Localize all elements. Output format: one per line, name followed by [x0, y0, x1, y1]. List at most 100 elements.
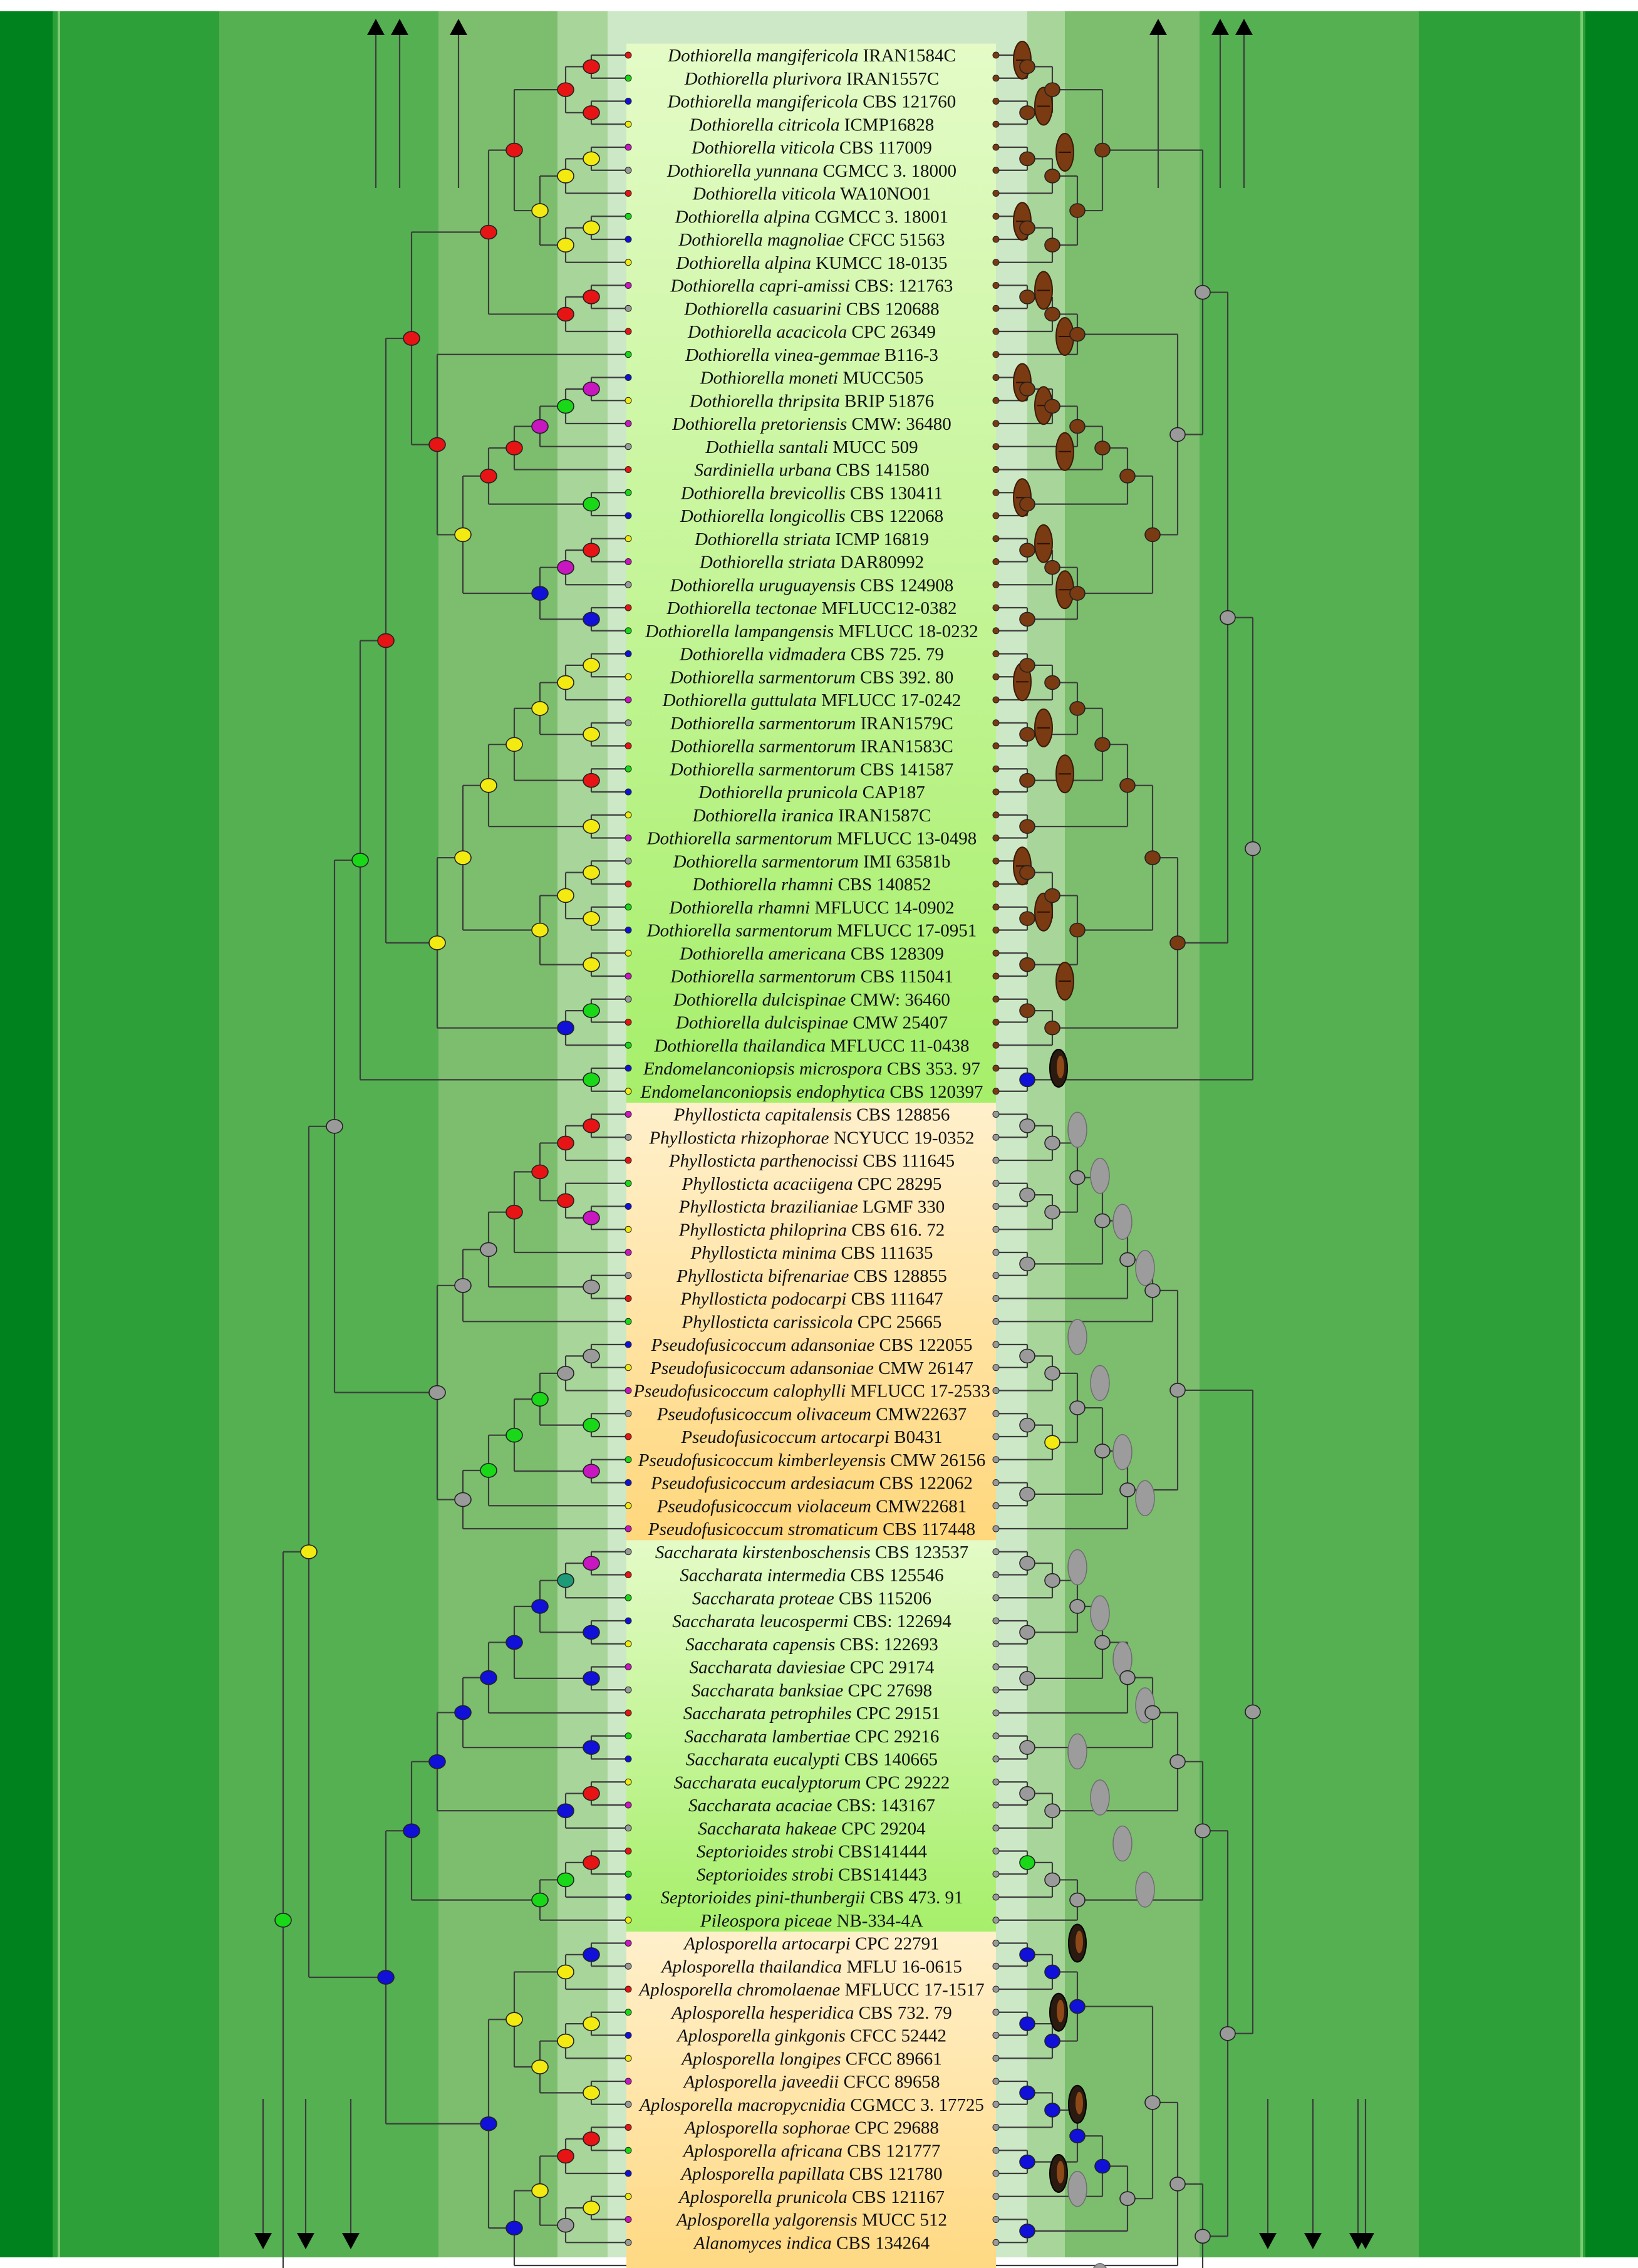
strain-id: DAR80992	[836, 553, 924, 573]
grey-conidium-icon	[1090, 1779, 1110, 1816]
right-node-R73	[1044, 1803, 1060, 1818]
left-node-L32	[583, 819, 600, 834]
taxon-label: Phyllosticta brazilianiae LGMF 330	[678, 1197, 945, 1217]
left-node-L2	[583, 105, 600, 120]
taxon-name: Dothiorella striata	[694, 529, 831, 549]
taxon-label: Dothiorella sarmentorum CBS 115041	[670, 967, 953, 987]
taxon-name: Dothiorella mangifericola	[667, 46, 858, 66]
taxon-name: Dothiorella americana	[679, 944, 846, 964]
left-node-L20	[557, 559, 574, 575]
right-node-R96	[1245, 841, 1261, 856]
left-node-L49	[557, 1193, 574, 1209]
strain-id: CBS 115041	[856, 967, 953, 987]
tip-marker-left	[625, 120, 632, 128]
arrow-down-icon	[1259, 2233, 1277, 2249]
taxon-label: Pseudofusicoccum adansoniae CBS 122055	[650, 1335, 972, 1355]
tip-marker-left	[625, 1272, 632, 1279]
taxon-label: Dothiorella dulcispinae CMW 25407	[675, 1013, 948, 1033]
right-node-R95	[1245, 1704, 1261, 1720]
left-node-L36	[557, 888, 574, 903]
tip-marker-left	[625, 259, 632, 266]
taxon-name: Dothiorella sarmentorum	[670, 737, 856, 757]
tip-marker-right	[992, 972, 1000, 980]
left-node-L85	[583, 2085, 600, 2101]
tip-marker-right	[992, 2078, 1000, 2085]
right-node-R9	[1094, 142, 1111, 158]
taxon-name: Dothiorella prunicola	[698, 783, 858, 803]
taxon-name: Phyllosticta carissicola	[682, 1312, 853, 1332]
tip-marker-left	[625, 857, 632, 865]
tip-marker-left	[625, 1088, 632, 1095]
arrow-down-icon	[254, 2233, 272, 2249]
right-node-R57	[1044, 1435, 1060, 1450]
strain-id: CMW22681	[871, 1496, 967, 1516]
right-node-R45	[1019, 1118, 1035, 1133]
tip-marker-left	[625, 512, 632, 519]
taxon-name: Pseudofusicoccum artocarpi	[680, 1427, 889, 1447]
tip-marker-right	[992, 1756, 1000, 1762]
taxon-label: Phyllosticta acaciigena CPC 28295	[682, 1174, 942, 1194]
taxon-name: Dothiorella sarmentorum	[673, 851, 859, 871]
strain-id: CBS 125546	[846, 1566, 943, 1586]
taxon-label: Phyllosticta philoprina CBS 616. 72	[678, 1220, 945, 1240]
tip-marker-right	[992, 120, 1000, 128]
tip-marker-left	[625, 1801, 632, 1809]
right-node-R14	[1044, 398, 1060, 414]
taxon-name: Saccharata daviesiae	[690, 1658, 846, 1678]
tip-marker-left	[625, 1870, 632, 1878]
grey-conidium-icon	[1112, 1825, 1133, 1862]
taxon-label: Dothiorella thailandica MFLUCC 11-0438	[654, 1036, 970, 1056]
taxon-labels: Dothiorella mangifericola IRAN1584CDothi…	[633, 46, 990, 2253]
strain-id: CBS 128855	[849, 1266, 946, 1286]
taxon-name: Dothiorella longicollis	[680, 506, 846, 526]
tip-marker-right	[992, 1203, 1000, 1210]
tip-marker-left	[625, 420, 632, 427]
right-node-R68	[1094, 1635, 1111, 1650]
genus-blocks	[626, 43, 996, 2268]
taxon-name: Saccharata kirstenboschensis	[655, 1542, 871, 1563]
taxon-label: Endomelanconiopsis endophytica CBS 12039…	[640, 1082, 983, 1102]
right-node-R52	[1119, 1252, 1136, 1267]
left-node-L79	[531, 1892, 549, 1908]
tip-marker-left	[625, 1364, 632, 1371]
strain-id: CMW: 36480	[847, 414, 951, 434]
taxon-name: Dothiorella sarmentorum	[670, 967, 856, 987]
strain-id: ICMP16828	[840, 115, 935, 135]
left-node-L33	[480, 778, 497, 793]
left-node-L22	[531, 586, 549, 601]
left-node-L75	[557, 1803, 574, 1818]
taxon-label: Dothiorella alpina CGMCC 3. 18001	[675, 207, 948, 227]
strain-id: ICMP 16819	[831, 529, 929, 549]
tip-marker-left	[625, 304, 632, 312]
tip-marker-right	[992, 719, 1000, 727]
taxon-label: Saccharata eucalypti CBS 140665	[686, 1750, 938, 1770]
taxon-name: Phyllosticta podocarpi	[680, 1289, 846, 1309]
taxon-label: Aplosporella javeedii CFCC 89658	[683, 2072, 940, 2092]
right-node-R6	[1019, 220, 1035, 236]
strain-id: CPC 29222	[861, 1772, 950, 1792]
tip-marker-right	[992, 212, 1000, 220]
right-node-R64	[1044, 1573, 1060, 1588]
tip-marker-left	[625, 190, 632, 197]
strain-id: CMW22637	[871, 1404, 967, 1424]
right-node-R78	[1195, 1823, 1211, 1839]
right-node-R12	[1069, 326, 1086, 342]
tip-marker-left	[625, 1824, 632, 1832]
left-node-L64	[326, 1118, 343, 1134]
tip-marker-left	[625, 351, 632, 358]
grey-conidium-icon	[1135, 1250, 1155, 1286]
tip-marker-right	[992, 1962, 1000, 1970]
tip-marker-right	[992, 1824, 1000, 1832]
tip-marker-left	[625, 996, 632, 1003]
taxon-name: Sardiniella urbana	[694, 460, 831, 481]
left-node-L47	[557, 1135, 574, 1151]
left-node-L57	[583, 1417, 600, 1433]
tip-marker-left	[625, 558, 632, 565]
left-node-L70	[505, 1635, 523, 1650]
arrow-down-icon	[342, 2233, 360, 2249]
taxon-name: Aplosporella macropycnidia	[638, 2095, 846, 2115]
tip-marker-left	[625, 1133, 632, 1141]
right-node-R22	[1069, 586, 1086, 601]
taxon-label: Dothiorella rhamni MFLUCC 14-0902	[668, 898, 954, 918]
taxon-name: Dothiorella rhamni	[668, 898, 810, 918]
